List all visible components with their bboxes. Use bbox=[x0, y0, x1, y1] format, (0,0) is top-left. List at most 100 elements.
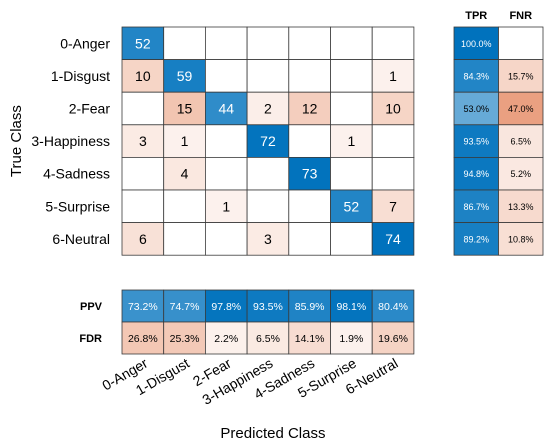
matrix-cell-value: 1 bbox=[222, 198, 230, 214]
fdr-value: 26.8% bbox=[128, 333, 158, 345]
fnr-value: 10.8% bbox=[508, 234, 534, 244]
ppv-value: 98.1% bbox=[336, 301, 366, 313]
matrix-cell-value: 74 bbox=[385, 231, 401, 247]
matrix-cell bbox=[371, 26, 415, 60]
x-axis-label: Predicted Class bbox=[220, 425, 325, 442]
matrix-cell bbox=[371, 156, 415, 191]
ppv-cell bbox=[288, 289, 331, 323]
matrix-cell bbox=[246, 222, 290, 256]
tpr-value: 94.8% bbox=[463, 169, 489, 179]
fnr-value: 13.3% bbox=[508, 202, 534, 212]
matrix-cell bbox=[121, 59, 165, 93]
matrix-cell bbox=[204, 189, 248, 223]
ppv-cell bbox=[163, 289, 206, 323]
fnr-cell bbox=[498, 26, 544, 60]
ppv-value: 73.2% bbox=[128, 301, 158, 313]
matrix-cell bbox=[204, 222, 248, 256]
matrix-cell-value: 73 bbox=[302, 166, 318, 182]
row-tick-label: 1-Disgust bbox=[51, 68, 110, 84]
tpr-value: 86.7% bbox=[463, 202, 489, 212]
fdr-value: 2.2% bbox=[214, 333, 238, 345]
row-tick-label: 5-Surprise bbox=[45, 198, 110, 214]
matrix-cell bbox=[246, 189, 290, 223]
fdr-value: 19.6% bbox=[378, 333, 408, 345]
fnr-value: 5.2% bbox=[510, 169, 531, 179]
ppv-value: 85.9% bbox=[295, 301, 325, 313]
matrix-cell bbox=[204, 156, 248, 191]
fdr-value: 25.3% bbox=[170, 333, 200, 345]
matrix-cell-value: 1 bbox=[181, 133, 189, 149]
matrix-cell bbox=[121, 124, 165, 158]
matrix-cell bbox=[204, 91, 248, 126]
fnr-cell bbox=[498, 124, 544, 158]
fdr-value: 1.9% bbox=[339, 333, 363, 345]
tpr-cell bbox=[453, 124, 499, 158]
matrix-cell bbox=[121, 222, 165, 256]
matrix-cell bbox=[288, 124, 331, 158]
matrix-cell bbox=[288, 26, 331, 60]
matrix-cell bbox=[330, 156, 373, 191]
matrix-cell bbox=[330, 91, 373, 126]
matrix-cell bbox=[246, 26, 290, 60]
matrix-cell bbox=[121, 189, 165, 223]
matrix-cell-value: 72 bbox=[260, 133, 276, 149]
matrix-cell bbox=[330, 59, 373, 93]
matrix-cell bbox=[121, 156, 165, 191]
tpr-cell bbox=[453, 59, 499, 93]
matrix-cell-value: 12 bbox=[302, 101, 318, 117]
matrix-cell-value: 59 bbox=[177, 68, 193, 84]
matrix-cell-value: 10 bbox=[385, 101, 401, 117]
matrix-cell bbox=[371, 222, 415, 256]
matrix-cell-value: 1 bbox=[389, 68, 397, 84]
row-summary-header: TPR bbox=[465, 10, 487, 22]
row-tick-label: 0-Anger bbox=[60, 35, 110, 51]
row-tick-label: 2-Fear bbox=[69, 101, 111, 117]
matrix-cell-value: 44 bbox=[218, 101, 234, 117]
matrix-cell-value: 3 bbox=[264, 231, 272, 247]
tpr-value: 53.0% bbox=[463, 104, 489, 114]
matrix-cell bbox=[371, 59, 415, 93]
tpr-cell bbox=[453, 26, 499, 60]
column-summary: PPV FDR 73.2% 26.8% 74.7% 25.3% 97.8% 2.2% 93.5%… bbox=[79, 289, 415, 355]
column-summary-label: PPV bbox=[80, 301, 103, 313]
matrix-cell bbox=[163, 26, 206, 60]
tpr-cell bbox=[453, 189, 499, 223]
row-summary-header: FNR bbox=[509, 10, 532, 22]
fdr-value: 14.1% bbox=[295, 333, 325, 345]
fnr-value: 47.0% bbox=[508, 104, 534, 114]
fdr-cell bbox=[246, 321, 290, 355]
matrix-cell bbox=[288, 222, 331, 256]
fnr-cell bbox=[498, 59, 544, 93]
fdr-cell bbox=[371, 321, 415, 355]
fnr-cell bbox=[498, 91, 544, 126]
matrix-cell-value: 2 bbox=[264, 101, 272, 117]
matrix-cell bbox=[163, 156, 206, 191]
matrix-cell-value: 10 bbox=[135, 68, 151, 84]
matrix-cell-value: 6 bbox=[139, 231, 147, 247]
matrix-cell bbox=[204, 26, 248, 60]
matrix-cell-value: 52 bbox=[344, 198, 360, 214]
column-summary-label: FDR bbox=[79, 333, 102, 345]
matrix-cell bbox=[330, 26, 373, 60]
matrix-cell bbox=[163, 189, 206, 223]
matrix-cell bbox=[204, 59, 248, 93]
ppv-cell bbox=[371, 289, 415, 323]
matrix-cell-value: 7 bbox=[389, 198, 397, 214]
confusion-matrix: 52 10 59 1 15 44 2 12 10 3 1 72 1 4 73 1 52 7 6 3 74 bbox=[121, 26, 415, 256]
matrix-cell bbox=[371, 189, 415, 223]
row-tick-label: 6-Neutral bbox=[52, 231, 110, 247]
matrix-cell-value: 15 bbox=[177, 101, 193, 117]
tpr-value: 89.2% bbox=[463, 234, 489, 244]
fdr-cell bbox=[121, 321, 165, 355]
ppv-value: 74.7% bbox=[170, 301, 200, 313]
ppv-value: 93.5% bbox=[253, 301, 283, 313]
matrix-cell-value: 1 bbox=[347, 133, 355, 149]
fnr-value: 6.5% bbox=[510, 137, 531, 147]
row-tick-label: 3-Happiness bbox=[31, 133, 110, 149]
fdr-cell bbox=[330, 321, 373, 355]
matrix-cell bbox=[121, 26, 165, 60]
fnr-cell bbox=[498, 156, 544, 191]
tpr-value: 93.5% bbox=[463, 137, 489, 147]
